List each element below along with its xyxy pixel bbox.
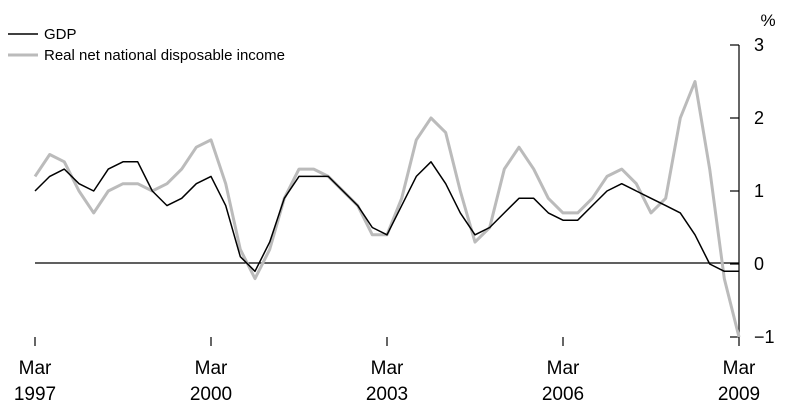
x-axis: Mar 1997 Mar 2000 Mar 2003 Mar 2006 Mar 2009 [14,337,760,403]
y-axis-unit-label: % [760,11,775,30]
x-tick-year-label: 2000 [190,384,232,403]
series-layer [33,80,741,338]
x-tick-month-label: Mar [19,358,52,379]
x-tick-month-label: Mar [195,358,228,379]
x-ticks: Mar 1997 Mar 2000 Mar 2003 Mar 2006 Mar 2009 [14,337,760,403]
y-tick-label: 3 [754,35,764,55]
y-tick-label: 2 [754,108,764,128]
legend: GDP Real net national disposable income [8,26,285,64]
legend-label-income: Real net national disposable income [44,47,285,64]
y-tick-label: 0 [754,254,764,274]
x-tick-year-label: 1997 [14,384,56,403]
x-tick-month-label: Mar [371,358,404,379]
y-axis: 3 2 1 0 −1 [730,35,775,347]
x-tick-year-label: 2009 [718,384,760,403]
legend-label-gdp: GDP [44,26,77,43]
x-tick-year-label: 2006 [542,384,584,403]
x-tick-month-label: Mar [723,358,756,379]
y-ticks: 3 2 1 0 −1 [730,35,775,347]
x-tick-year-label: 2003 [366,384,408,403]
y-tick-label: −1 [754,327,775,347]
y-tick-label: 1 [754,181,764,201]
series-line-gdp [34,161,739,273]
series-line-income [33,80,741,338]
x-tick-month-label: Mar [547,358,580,379]
